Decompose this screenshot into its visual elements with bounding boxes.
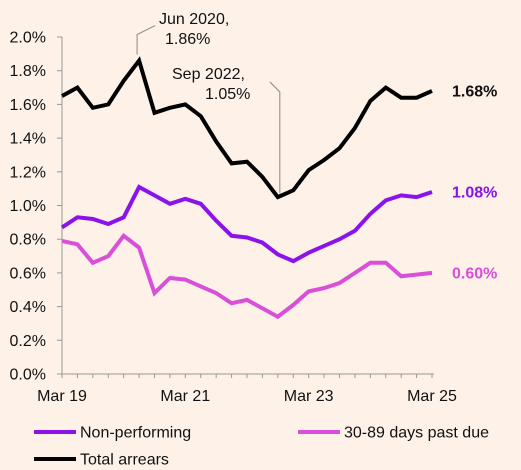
- legend-label: Non-performing: [80, 425, 191, 442]
- series-line-30-89-days-past-due: [61, 232, 433, 320]
- annotation-leader-line: [269, 81, 281, 194]
- series-line-total-arrears: [61, 56, 433, 200]
- annotations: Jun 2020, 1.86% Sep 2022, 1.05%: [136, 11, 281, 194]
- axes: 0.0% 0.2% 0.4% 0.6% 0.8% 1.0% 1.2% 1.4% 1.6% 1.8%…: [10, 30, 457, 406]
- x-tick-label: Mar 25: [407, 388, 457, 405]
- x-tick-label: Mar 19: [37, 388, 87, 405]
- y-tick-label: 1.2%: [10, 164, 46, 181]
- end-labels: 1.68% 1.08% 0.60%: [452, 83, 497, 282]
- end-label-total-arrears: 1.68%: [452, 83, 497, 100]
- legend: Non-performing 30-89 days past due Total a…: [34, 425, 489, 469]
- y-tick-label: 0.2%: [10, 333, 46, 350]
- legend-label: 30-89 days past due: [344, 425, 489, 442]
- x-tick-label: Mar 23: [284, 388, 334, 405]
- series-line-non-performing: [60, 184, 433, 264]
- annotation-value: 1.86%: [165, 31, 210, 48]
- y-tick-label: 1.8%: [10, 63, 46, 80]
- y-tick-label: 0.4%: [10, 299, 46, 316]
- y-tick-label: 1.4%: [10, 131, 46, 148]
- y-tick-label: 2.0%: [10, 30, 46, 47]
- y-tick-label: 0.0%: [10, 367, 46, 384]
- annotation-label: Jun 2020,: [159, 11, 229, 28]
- y-tick-label: 1.0%: [10, 198, 46, 215]
- annotation-leader-line: [136, 25, 156, 55]
- end-label-non-performing: 1.08%: [452, 185, 497, 202]
- y-tick-label: 0.6%: [10, 265, 46, 282]
- annotation-value: 1.05%: [205, 86, 250, 103]
- annotation-label: Sep 2022,: [172, 66, 245, 83]
- x-tick-label: Mar 21: [160, 388, 210, 405]
- end-label-30-89-days-past-due: 0.60%: [452, 265, 497, 282]
- y-tick-label: 0.8%: [10, 232, 46, 249]
- legend-item-total-arrears: Total arrears: [34, 452, 169, 469]
- legend-item-non-performing: Non-performing: [34, 425, 191, 442]
- legend-item-30-89-days-past-due: 30-89 days past due: [298, 425, 489, 442]
- series-lines: [60, 56, 433, 320]
- y-tick-label: 1.6%: [10, 97, 46, 114]
- legend-label: Total arrears: [80, 452, 169, 469]
